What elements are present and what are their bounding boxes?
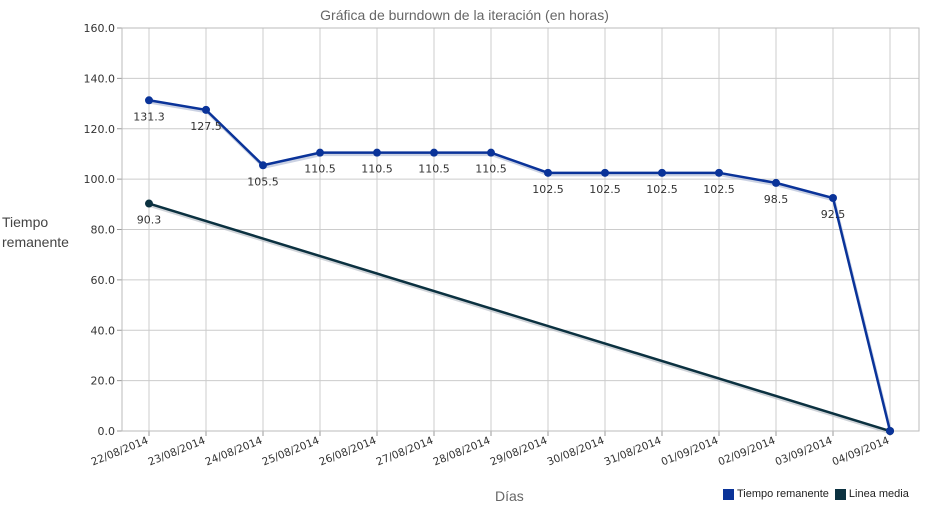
series-remaining-data-label: 131.3 (133, 110, 165, 123)
legend-label-remaining: Tiempo remanente (737, 488, 829, 500)
x-tick-label: 02/09/2014 (717, 435, 778, 469)
x-tick-label: 01/09/2014 (660, 435, 721, 469)
x-tick-label: 27/08/2014 (375, 435, 436, 469)
series-remaining-data-label: 110.5 (304, 163, 336, 176)
series-remaining-point (487, 148, 495, 157)
series-remaining-point (202, 105, 210, 114)
series-remaining-data-label: 98.5 (764, 193, 789, 206)
series-remaining-point (715, 168, 723, 177)
y-tick-label: 140.0 (84, 72, 116, 85)
series-remaining-data-label: 127.5 (190, 120, 222, 133)
x-tick-label: 22/08/2014 (90, 435, 151, 469)
y-axis-label: Tiempo remanente (2, 214, 69, 250)
series-remaining-data-label: 110.5 (418, 163, 450, 176)
series-remaining-point (601, 168, 609, 177)
series-remaining-data-label: 102.5 (589, 183, 621, 196)
series-average-line (148, 202, 891, 433)
x-tick-label: 26/08/2014 (318, 435, 379, 469)
legend-item-remaining: Tiempo remanente (723, 488, 829, 500)
x-axis-label: Días (495, 488, 524, 504)
y-tick-label: 60.0 (91, 274, 116, 287)
series-remaining-point (430, 148, 438, 157)
y-tick-label: 40.0 (91, 324, 116, 337)
series-remaining-point (772, 178, 780, 187)
series-remaining-point (829, 194, 837, 203)
series-remaining-point (259, 161, 267, 170)
series-remaining-point (373, 148, 381, 157)
series-average-shadow (149, 204, 892, 435)
series-remaining-data-label: 102.5 (532, 183, 564, 196)
series-remaining-data-label: 102.5 (703, 183, 735, 196)
plot-area (121, 27, 920, 432)
series-average-point (145, 199, 153, 208)
y-tick-label: 120.0 (84, 123, 116, 136)
series-remaining-data-label: 110.5 (361, 163, 393, 176)
x-tick-label: 30/08/2014 (546, 435, 607, 469)
series-remaining-point (544, 168, 552, 177)
x-tick-label: 03/09/2014 (774, 435, 835, 469)
legend: Tiempo remanente Linea media (723, 488, 915, 500)
x-tick-label: 24/08/2014 (204, 435, 265, 469)
x-tick-label: 31/08/2014 (603, 435, 664, 469)
series-remaining-shadow (149, 100, 893, 434)
legend-swatch-remaining (723, 488, 734, 500)
series-remaining-data-label: 110.5 (475, 163, 507, 176)
series-remaining-data-label: 92.5 (821, 208, 846, 221)
legend-label-average: Linea media (848, 488, 909, 500)
legend-swatch-average (834, 488, 846, 500)
x-tick-label: 28/08/2014 (432, 435, 493, 469)
y-tick-label: 160.0 (84, 22, 116, 35)
series-remaining-point (886, 427, 894, 435)
series-remaining-data-label: 102.5 (646, 183, 678, 196)
y-tick-label: 0.0 (98, 425, 116, 438)
x-tick-label: 29/08/2014 (489, 435, 550, 469)
chart-title: Gráfica de burndown de la iteración (en … (320, 7, 609, 23)
y-tick-label: 80.0 (91, 224, 116, 237)
series-remaining-point (316, 148, 324, 157)
y-tick-label: 100.0 (84, 173, 116, 186)
series-remaining-line (148, 99, 892, 432)
x-tick-label: 23/08/2014 (147, 435, 208, 469)
y-tick-label: 20.0 (91, 375, 116, 388)
series-average-data-label: 90.3 (137, 214, 162, 227)
series-remaining-point (145, 96, 153, 105)
series-remaining-data-label: 105.5 (247, 175, 279, 188)
x-tick-label: 04/09/2014 (831, 435, 892, 469)
series-remaining-point (658, 168, 666, 177)
legend-item-average: Linea media (834, 488, 909, 500)
x-tick-label: 25/08/2014 (261, 435, 322, 469)
